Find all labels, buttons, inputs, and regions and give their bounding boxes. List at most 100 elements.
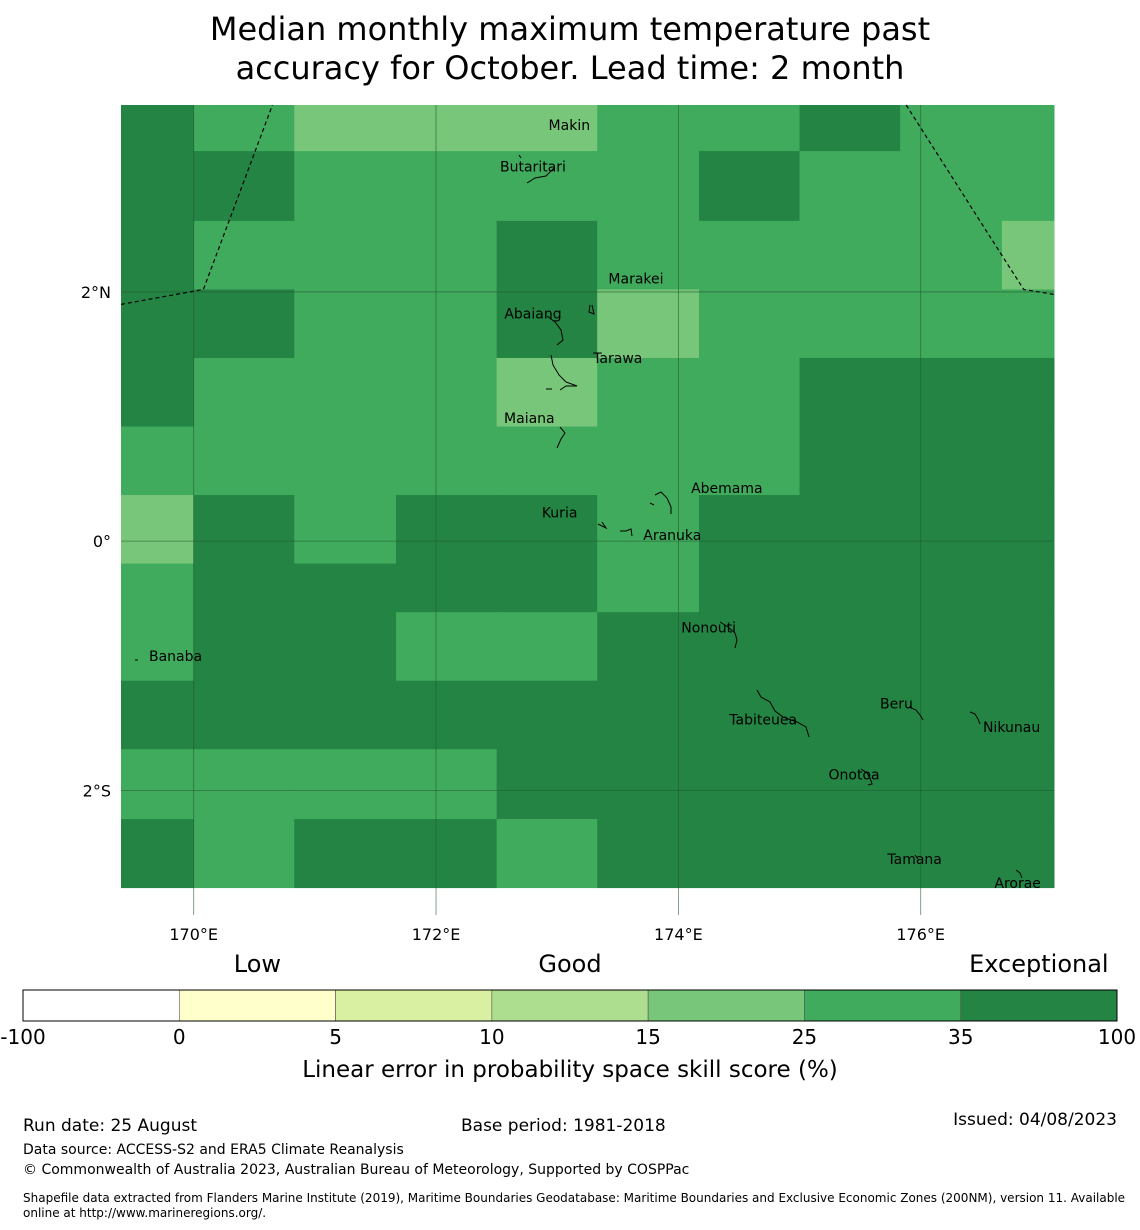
- grid-cell: [799, 495, 901, 565]
- grid-cell: [294, 749, 397, 820]
- colorbar-label: Linear error in probability space skill …: [302, 1057, 838, 1083]
- grid-cell: [121, 289, 195, 359]
- grid-cell: [698, 357, 801, 428]
- place-label: Abemama: [691, 481, 763, 497]
- grid-cell: [900, 819, 1003, 889]
- grid-cell: [193, 749, 295, 820]
- grid-cell: [1001, 612, 1055, 682]
- grid-cell: [396, 680, 498, 750]
- place-label: Onotoa: [829, 767, 880, 783]
- grid-cell: [496, 612, 598, 682]
- island-outline: [908, 706, 924, 721]
- base-period: Base period: 1981-2018: [461, 1116, 666, 1136]
- grid-cell: [294, 495, 397, 565]
- grid-cell: [900, 612, 1003, 682]
- grid-cell: [597, 289, 700, 359]
- grid-cell: [799, 105, 901, 152]
- grid-cell: [294, 105, 397, 152]
- place-label: Nonouti: [681, 620, 736, 636]
- island-outline: [597, 521, 608, 530]
- grid-cell: [193, 495, 295, 565]
- grid-cell: [799, 563, 901, 613]
- grid-cell: [193, 105, 295, 152]
- colorbar-tick-label: 25: [792, 1025, 817, 1049]
- colorbar-segment: [178, 989, 336, 1022]
- lat-tick-label: 0°: [93, 532, 111, 551]
- colorbar-tick-label: 5: [329, 1025, 342, 1049]
- grid-cell: [496, 357, 598, 428]
- grid-cell: [496, 563, 598, 613]
- island-outline: [556, 426, 566, 449]
- lon-tick-label: 170°E: [169, 925, 218, 944]
- grid-cell: [799, 289, 901, 359]
- grid-cell: [121, 151, 195, 222]
- grid-cell: [698, 495, 801, 565]
- grid-cell: [193, 563, 295, 613]
- grid-cell: [396, 426, 498, 496]
- colorbar-segment: [491, 989, 649, 1022]
- data-source: Data source: ACCESS-S2 and ERA5 Climate …: [23, 1142, 404, 1158]
- grid-cell: [294, 563, 397, 613]
- grid-cell: [597, 819, 700, 889]
- place-label: Kuria: [542, 506, 578, 522]
- colorbar-frame: [22, 989, 1118, 1022]
- grid-cell: [396, 289, 498, 359]
- colorbar-category-label: Exceptional: [969, 950, 1109, 978]
- colorbar-tick-label: 15: [635, 1025, 660, 1049]
- island-outline: [969, 711, 981, 725]
- run-date: Run date: 25 August: [23, 1116, 197, 1136]
- grid-cell: [900, 680, 1003, 750]
- place-label: Tamana: [886, 852, 941, 868]
- island-outline: [546, 315, 564, 346]
- grid-cell: [799, 612, 901, 682]
- lon-tick-label: 174°E: [654, 925, 703, 944]
- grid-cell: [121, 563, 195, 613]
- grid-cell: [900, 749, 1003, 820]
- grid-cell: [396, 612, 498, 682]
- grid-cell: [698, 819, 801, 889]
- grid-cell: [396, 749, 498, 820]
- colorbar-segment: [22, 989, 180, 1022]
- colorbar-segment: [804, 989, 962, 1022]
- map-title: Median monthly maximum temperature past …: [0, 10, 1140, 88]
- island-outline: [649, 502, 655, 506]
- grid-cell: [294, 289, 397, 359]
- grid-cell: [698, 749, 801, 820]
- colorbar-tick-label: 35: [948, 1025, 973, 1049]
- grid-cell: [900, 289, 1003, 359]
- grid-cell: [698, 151, 801, 222]
- island-outline: [860, 768, 873, 786]
- island-outline: [719, 621, 738, 649]
- grid-cell: [1001, 357, 1055, 428]
- grid-cell: [698, 289, 801, 359]
- grid-cell: [396, 819, 498, 889]
- grid-cell: [799, 220, 901, 290]
- skill-grid: [121, 105, 1055, 889]
- grid-cell: [294, 680, 397, 750]
- grid-cell: [597, 680, 700, 750]
- grid-cell: [900, 151, 1003, 222]
- grid-cell: [121, 495, 195, 565]
- grid-cell: [121, 105, 195, 152]
- island-outline: [518, 154, 522, 159]
- island-outline: [550, 354, 578, 391]
- grid-cell: [396, 357, 498, 428]
- grid-cell: [396, 220, 498, 290]
- grid-cell: [698, 680, 801, 750]
- grid-cell: [799, 151, 901, 222]
- colorbar: -100 0 5 10 15 25 35 100 Low Good Exceptional Linea…: [0, 950, 1136, 1083]
- grid-cell: [597, 749, 700, 820]
- island-outline: [914, 854, 919, 860]
- grid-cell: [1001, 289, 1055, 359]
- grid-cell: [396, 151, 498, 222]
- place-label: Marakei: [608, 271, 663, 287]
- grid-cell: [496, 495, 598, 565]
- grid-cell: [121, 819, 195, 889]
- grid-cell: [294, 612, 397, 682]
- grid-cell: [1001, 426, 1055, 496]
- grid-cell: [496, 289, 598, 359]
- grid-cell: [193, 289, 295, 359]
- grid-cell: [698, 426, 801, 496]
- colorbar-tick-label: 0: [173, 1025, 186, 1049]
- issued-date: Issued: 04/08/2023: [953, 1110, 1117, 1130]
